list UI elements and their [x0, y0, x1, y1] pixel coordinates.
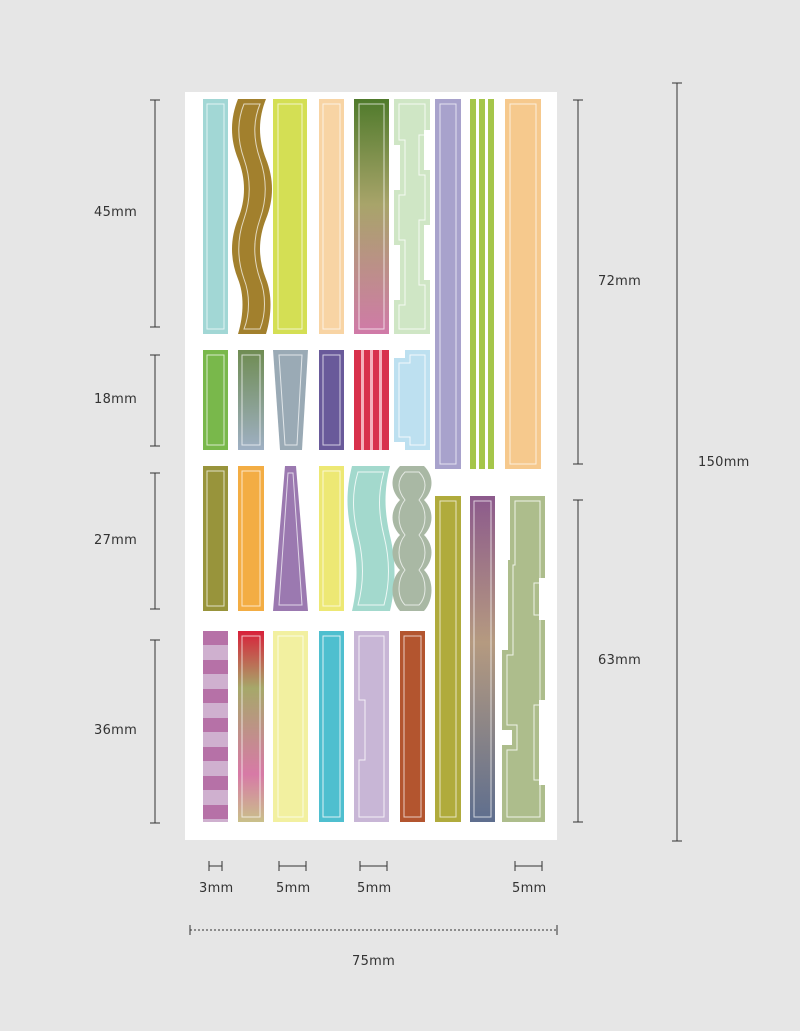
- width-label-5mm-c: 5mm: [512, 881, 547, 896]
- strip-skyblue-notched: [394, 350, 430, 450]
- total-width-label: 75mm: [352, 954, 396, 969]
- width-label-5mm-b: 5mm: [357, 881, 392, 896]
- strip-green-stripes-72: [470, 99, 494, 469]
- strip-lavender-72: [435, 99, 461, 469]
- strip-pale-yellow-36: [273, 631, 308, 822]
- strip-red-green-pink-gradient: [238, 631, 264, 822]
- strip-slate-trapezoid: [273, 350, 308, 450]
- width-label-3mm: 3mm: [199, 881, 234, 896]
- strip-aqua-45: [203, 99, 228, 334]
- strip-brown-wave: [232, 99, 272, 334]
- strip-purple-slate-gradient: [470, 496, 495, 822]
- height-label-63mm: 63mm: [598, 653, 642, 668]
- strip-mint-notched: [394, 99, 430, 334]
- strip-green-grey-gradient: [238, 350, 264, 450]
- strip-olive-63: [435, 496, 461, 822]
- width-label-5mm-a: 5mm: [276, 881, 311, 896]
- strip-red-stripes-18: [354, 350, 389, 450]
- strip-teal-wave: [347, 466, 395, 611]
- height-label-27mm: 27mm: [94, 533, 138, 548]
- strip-lilac-stepped: [354, 631, 389, 822]
- strip-orange-72: [505, 99, 541, 469]
- strip-sage-scalloped: [392, 466, 432, 611]
- strip-green-18: [203, 350, 228, 450]
- strip-cyan-36: [319, 631, 344, 822]
- height-label-36mm: 36mm: [94, 723, 138, 738]
- strip-amber-27: [238, 466, 264, 611]
- strip-olive-27: [203, 466, 228, 611]
- height-label-18mm: 18mm: [94, 392, 138, 407]
- height-label-72mm: 72mm: [598, 274, 642, 289]
- strip-lime-45: [273, 99, 307, 334]
- strip-peach-45: [319, 99, 344, 334]
- strip-indigo-18: [319, 350, 344, 450]
- strip-mauve-checker-36: [203, 631, 228, 822]
- strip-rust-36: [400, 631, 425, 822]
- strip-sage-notched-63: [502, 496, 545, 822]
- strip-violet-triangle: [273, 466, 308, 611]
- total-height-label: 150mm: [698, 455, 750, 470]
- strip-olive-pink-gradient: [354, 99, 389, 334]
- height-label-45mm: 45mm: [94, 205, 138, 220]
- strip-yellow-27: [319, 466, 344, 611]
